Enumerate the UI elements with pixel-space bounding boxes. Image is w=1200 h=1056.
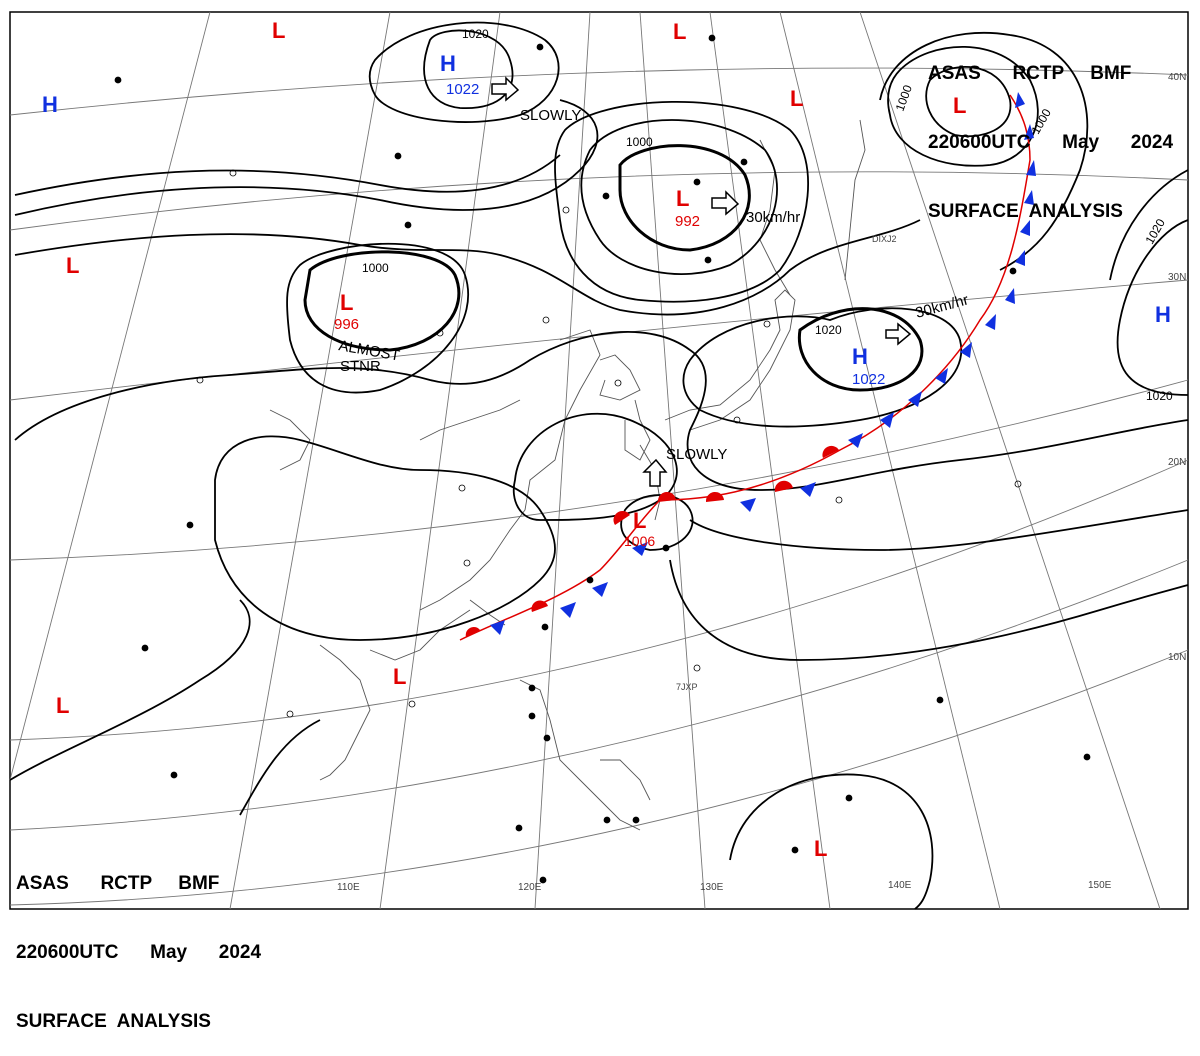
- high-pressure-letter: H: [440, 51, 456, 76]
- header-line-3: SURFACE ANALYSIS: [928, 201, 1123, 222]
- header-line-3: SURFACE ANALYSIS: [16, 1011, 211, 1032]
- high-pressure-letter: H: [42, 92, 58, 117]
- low-pressure-letter: L: [272, 18, 285, 43]
- map-header-bottom: ASAS RCTP BMF 220600UTC May 2024 SURFACE…: [16, 826, 261, 1056]
- low-pressure-letter: L: [814, 836, 827, 861]
- lat-label: 40N: [1168, 72, 1186, 83]
- weather-map: H 1022 L 996 L 992 H 1022 L 1006 L L L L…: [9, 11, 1189, 910]
- front-warm-bumps: [465, 445, 839, 637]
- low-pressure-letter: L: [393, 664, 406, 689]
- lat-label: 10N: [1168, 652, 1186, 663]
- low-pressure-letter: L: [676, 186, 689, 211]
- isobar-label: 1000: [362, 261, 389, 275]
- lon-label: 120E: [518, 882, 542, 893]
- high-pressure-letter: H: [852, 344, 868, 369]
- axis-labels: 110E 120E 130E 140E 150E 40N 30N 20N 10N: [337, 72, 1186, 893]
- isobars: [9, 21, 1189, 910]
- header-line-2: 220600UTC May 2024: [16, 942, 262, 963]
- lon-label: 110E: [337, 882, 360, 893]
- motion-label: SLOWLY: [666, 446, 727, 463]
- lon-label: 130E: [700, 882, 724, 893]
- low-pressure-letter: L: [56, 693, 69, 718]
- motion-label: STNR: [340, 358, 381, 375]
- low-pressure-letter: L: [66, 253, 79, 278]
- lon-label: 150E: [1088, 880, 1112, 891]
- low-pressure-value: 992: [675, 213, 700, 230]
- station-markers: [114, 34, 1091, 884]
- lon-label: 140E: [888, 880, 912, 891]
- isobar-label: 1000: [626, 135, 653, 149]
- low-pressure-letter: L: [953, 93, 966, 118]
- high-pressure-value: 1022: [446, 81, 479, 98]
- low-pressure-value: 996: [334, 316, 359, 333]
- isobar-label: 1020: [462, 27, 489, 41]
- low-pressure-letter: L: [673, 19, 686, 44]
- isobar-label: 1020: [1146, 389, 1173, 403]
- low-pressure-value: 1006: [624, 533, 655, 549]
- header-line-1: ASAS RCTP BMF: [928, 63, 1132, 84]
- motion-label: SLOWLY: [520, 107, 581, 124]
- isobar-label: 1020: [815, 323, 842, 337]
- graticule: [9, 11, 1189, 910]
- station-id: 7JXP: [676, 682, 698, 692]
- low-pressure-letter: L: [633, 508, 646, 533]
- high-pressure-value: 1022: [852, 371, 885, 388]
- front-cold-barbs: [490, 92, 1036, 635]
- motion-label: 30km/hr: [746, 209, 800, 226]
- high-pressure-letter: H: [1155, 302, 1171, 327]
- motion-arrows: [491, 76, 912, 487]
- low-pressure-letter: L: [790, 86, 803, 111]
- front-line: [459, 94, 1031, 641]
- header-line-2: 220600UTC May 2024: [928, 132, 1174, 153]
- isobar-label: 1000: [893, 83, 915, 113]
- low-pressure-letter: L: [340, 290, 353, 315]
- lat-label: 30N: [1168, 272, 1186, 283]
- map-frame: [9, 11, 1189, 910]
- motion-labels: SLOWLY 30km/hr ALMOST STNR 30km/hr SLOWL…: [337, 107, 970, 463]
- lat-label: 20N: [1168, 457, 1186, 468]
- map-header-top: ASAS RCTP BMF 220600UTC May 2024 SURFACE…: [928, 16, 1173, 246]
- header-line-1: ASAS RCTP BMF: [16, 873, 220, 894]
- station-id: DIXJ2: [872, 234, 897, 244]
